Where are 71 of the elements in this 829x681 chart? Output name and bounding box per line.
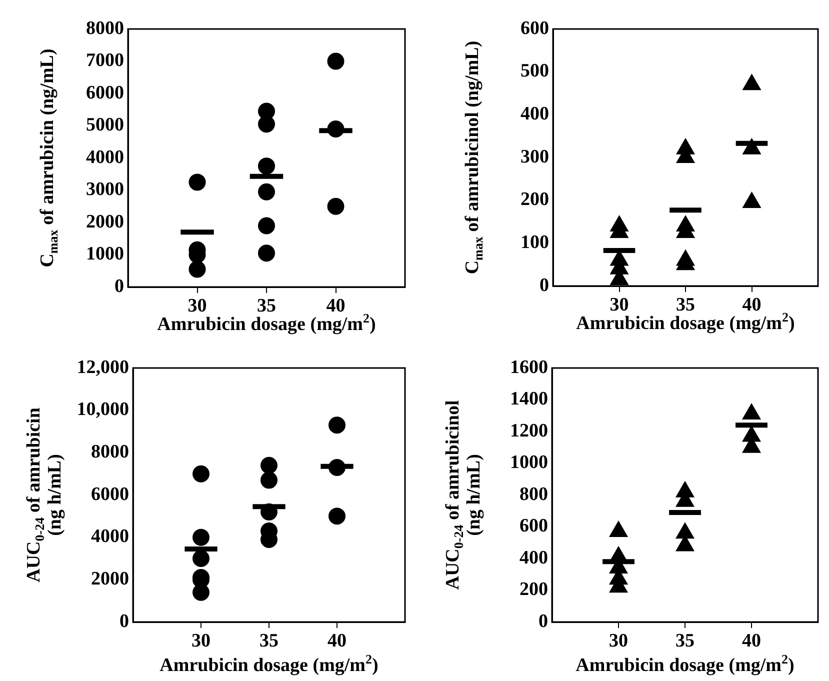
y-tick-label: 400 [520,547,548,568]
y-tick-label: 2000 [91,568,129,590]
y-tick-label: 800 [520,484,548,505]
point [328,508,346,525]
y-axis-title: Cmax of amrubicinol (ng/mL) [462,40,486,274]
y-tick-label: 0 [540,274,549,296]
y-tick-label: 600 [520,516,548,537]
point [188,260,206,278]
point [258,183,275,200]
point [260,503,278,520]
y-axis-title: Cmax of amrubicin (ng/mL) [36,48,60,268]
y-tick-label: 200 [520,189,549,210]
point [258,217,275,234]
point [188,174,206,191]
point [327,52,344,70]
point [742,74,761,90]
point [327,120,344,138]
point [192,528,210,546]
x-tick-label: 40 [326,295,346,316]
x-tick-label: 40 [742,294,762,316]
y-tick-label: 5000 [86,114,124,136]
y-tick-label: 3000 [86,179,124,200]
y-tick-label: 0 [120,610,129,632]
point [742,138,761,154]
y-tick-label: 4000 [91,526,129,548]
point [609,521,628,538]
y-tick-label: 400 [520,104,549,125]
y-tick-label: 0 [114,276,124,297]
x-tick-label: 35 [260,630,278,652]
x-tick-label: 30 [609,630,628,652]
point [328,458,346,476]
point [328,416,346,434]
x-tick-label: 40 [742,630,761,652]
y-tick-label: 100 [520,232,549,254]
y-tick-label: 1400 [510,388,548,410]
y-tick-label: 0 [538,610,548,632]
y-tick-label: 6000 [91,484,129,505]
point [192,465,210,482]
y-tick-label: 200 [520,579,548,600]
y-tick-label: 10,000 [76,399,129,420]
y-tick-label: 1000 [510,452,548,474]
y-tick-label: 8000 [91,442,129,463]
point [742,192,761,208]
point [192,550,210,567]
point [327,198,344,215]
x-tick-label: 30 [192,630,210,652]
y-tick-label: 6000 [86,82,124,104]
x-tick-label: 30 [188,295,207,316]
y-tick-label: 600 [520,18,549,39]
x-tick-label: 40 [328,630,346,652]
point [258,158,275,175]
y-tick-label: 1600 [510,356,548,378]
point [742,404,761,420]
point [676,522,694,539]
y-tick-label: 2000 [86,211,124,232]
y-tick-label: 7000 [86,50,124,72]
y-tick-label: 8000 [86,18,124,39]
y-tick-label: 12,000 [76,356,129,378]
point [260,456,278,474]
point [258,116,275,133]
y-tick-label: 4000 [86,146,124,168]
y-tick-label: 300 [520,146,549,168]
x-tick-label: 35 [676,294,695,316]
x-tick-label: 30 [610,294,629,316]
point [258,244,275,262]
y-tick-label: 1200 [510,420,548,442]
y-tick-label: 500 [520,60,549,82]
x-tick-label: 35 [676,630,694,652]
x-tick-label: 35 [257,295,276,316]
y-tick-label: 1000 [86,244,124,265]
point [260,472,278,489]
